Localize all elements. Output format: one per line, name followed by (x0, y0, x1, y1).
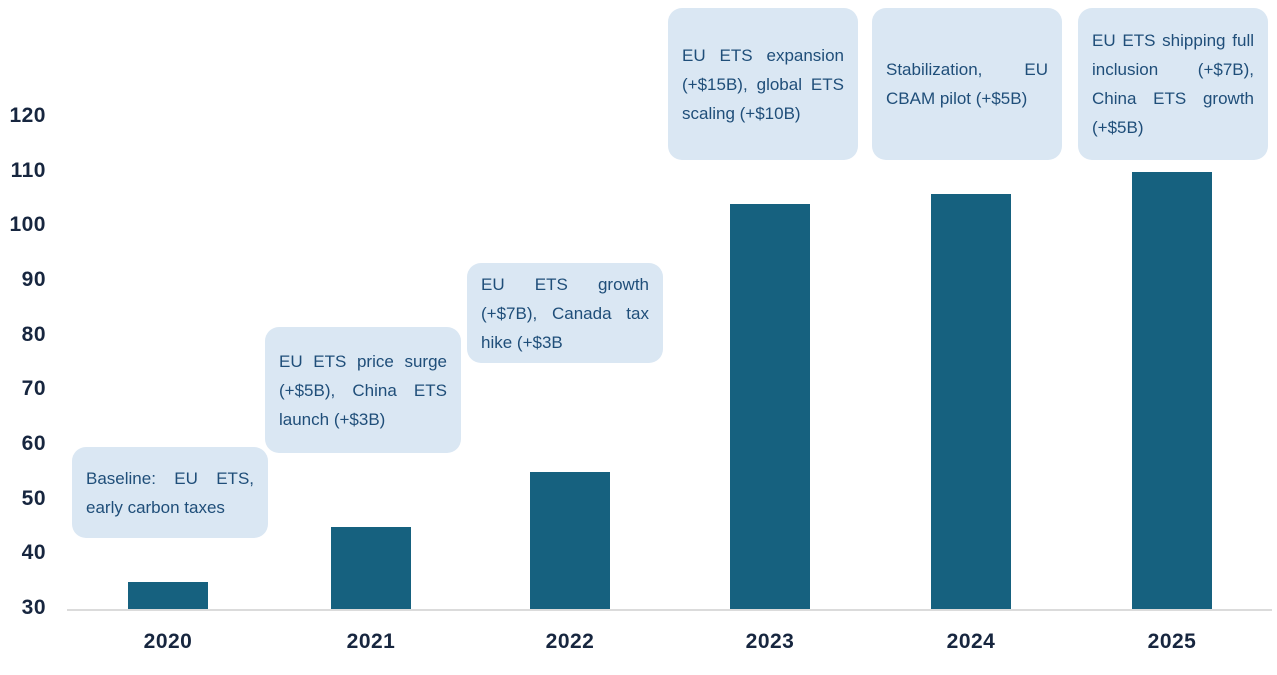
annotation-box-2024: Stabilization, EU CBAM pilot (+$5B) (872, 8, 1062, 160)
y-axis-tick-label: 50 (21, 486, 46, 510)
y-axis-tick-label: 70 (21, 377, 46, 401)
bar-2021 (331, 526, 411, 609)
y-axis-tick-label: 30 (21, 596, 46, 619)
x-axis-label-2021: 2021 (346, 630, 396, 653)
y-axis-tick-label: 80 (21, 322, 46, 346)
annotation-text: Stabilization, EU CBAM pilot (+$5B) (886, 60, 1048, 108)
bar-2024 (931, 193, 1011, 609)
x-axis-label-2025: 2025 (1147, 630, 1197, 653)
annotation-box-2020: Baseline: EU ETS, early carbon taxes (72, 447, 268, 538)
x-axis-line (67, 609, 1272, 611)
annotation-box-2025: EU ETS shipping full inclusion (+$7B), C… (1078, 8, 1268, 160)
y-axis-tick-label: 40 (21, 541, 46, 565)
annotation-box-2021: EU ETS price surge (+$5B), China ETS lau… (265, 327, 461, 453)
x-axis-label-2023: 2023 (745, 630, 795, 653)
annotation-text: EU ETS growth (+$7B), Canada tax hike (+… (481, 274, 649, 352)
annotation-text: EU ETS expansion (+$15B), global ETS sca… (682, 45, 844, 123)
bar-2020 (128, 581, 208, 609)
annotation-text: EU ETS shipping full inclusion (+$7B), C… (1092, 31, 1254, 137)
y-axis-tick-label: 60 (21, 431, 46, 455)
bar-2025 (1132, 171, 1212, 609)
bar-2023 (730, 204, 810, 609)
y-axis-tick-label: 110 (10, 158, 46, 182)
x-axis-label-2022: 2022 (545, 630, 595, 653)
y-axis-tick-label: 90 (21, 267, 46, 291)
y-axis-tick-label: 100 (9, 213, 46, 237)
annotation-box-2022: EU ETS growth (+$7B), Canada tax hike (+… (467, 263, 663, 363)
y-axis-tick-label: 120 (9, 103, 46, 127)
bar-2022 (530, 472, 610, 609)
annotation-text: Baseline: EU ETS, early carbon taxes (86, 468, 254, 517)
x-axis-label-2020: 2020 (143, 630, 193, 653)
annotation-box-2023: EU ETS expansion (+$15B), global ETS sca… (668, 8, 858, 160)
annotation-text: EU ETS price surge (+$5B), China ETS lau… (279, 351, 447, 429)
x-axis-label-2024: 2024 (946, 630, 996, 653)
